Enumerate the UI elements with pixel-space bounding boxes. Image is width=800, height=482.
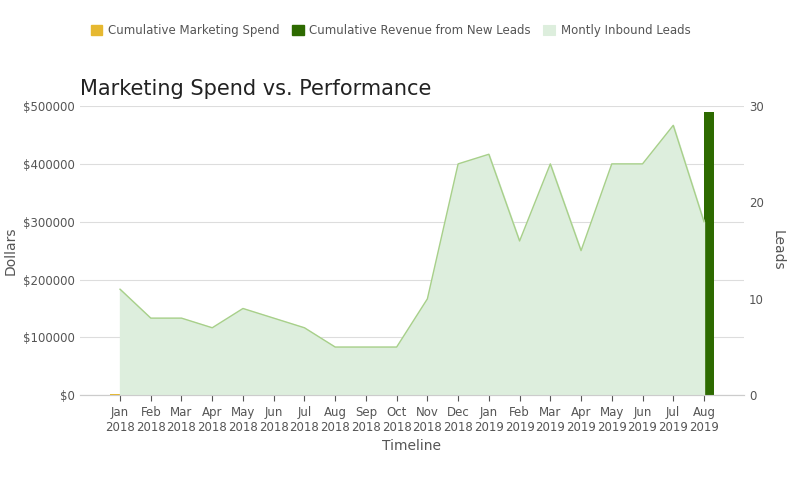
Bar: [326, 390, 335, 395]
Bar: [612, 274, 622, 395]
Bar: [541, 358, 550, 395]
Bar: [489, 334, 498, 395]
Bar: [674, 161, 683, 395]
Bar: [550, 280, 560, 395]
Bar: [694, 326, 704, 395]
Bar: [294, 390, 305, 395]
Legend: Cumulative Marketing Spend, Cumulative Revenue from New Leads, Montly Inbound Le: Cumulative Marketing Spend, Cumulative R…: [86, 19, 695, 42]
Bar: [510, 365, 519, 395]
Bar: [202, 392, 212, 395]
Bar: [233, 392, 243, 395]
Bar: [519, 334, 530, 395]
Y-axis label: Dollars: Dollars: [4, 227, 18, 275]
Bar: [633, 339, 642, 395]
Bar: [704, 112, 714, 395]
Bar: [264, 391, 274, 395]
Bar: [418, 384, 427, 395]
Bar: [356, 389, 366, 395]
Bar: [141, 393, 150, 395]
Text: Marketing Spend vs. Performance: Marketing Spend vs. Performance: [80, 79, 431, 99]
Bar: [642, 219, 652, 395]
Bar: [172, 393, 182, 395]
Bar: [110, 394, 120, 395]
Bar: [458, 335, 468, 395]
Bar: [479, 371, 489, 395]
Y-axis label: Leads: Leads: [770, 230, 785, 271]
Bar: [663, 334, 674, 395]
Bar: [448, 377, 458, 395]
Bar: [386, 387, 397, 395]
X-axis label: Timeline: Timeline: [382, 439, 442, 453]
Bar: [581, 280, 591, 395]
Bar: [602, 345, 612, 395]
Bar: [571, 352, 581, 395]
